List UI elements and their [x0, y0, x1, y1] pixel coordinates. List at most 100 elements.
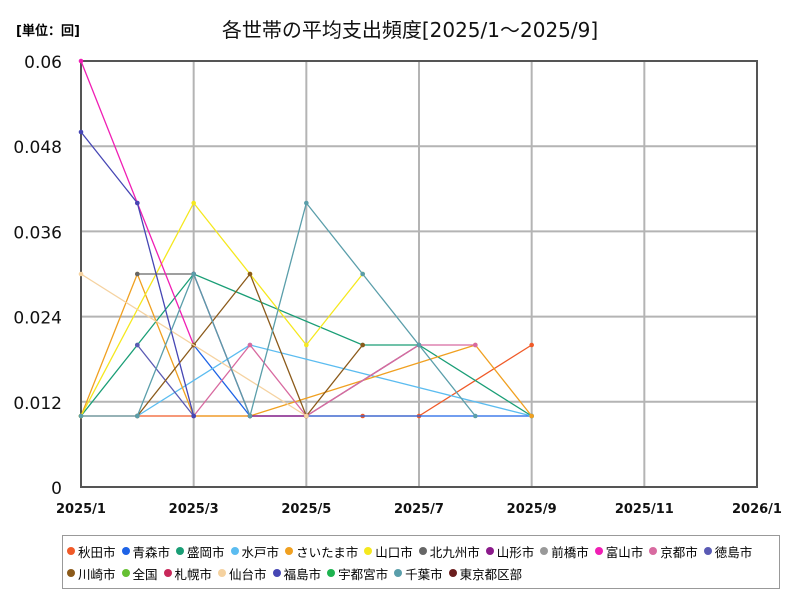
- legend-label: 水戸市: [241, 544, 280, 560]
- data-point: [191, 413, 196, 419]
- x-tick-label: 2025/9: [507, 502, 557, 517]
- legend-label: 仙台市: [229, 566, 267, 582]
- legend-item: 福島市: [272, 562, 322, 584]
- legend-marker-icon: [121, 569, 130, 577]
- data-point: [304, 342, 309, 348]
- legend-item: 山口市: [364, 540, 413, 562]
- legend-item: 前橋市: [540, 540, 589, 562]
- legend-item: 青森市: [121, 540, 171, 562]
- legend-item: 徳島市: [703, 540, 753, 562]
- legend-marker-icon: [218, 569, 227, 577]
- legend-label: 東京都区部: [459, 566, 523, 582]
- data-point: [135, 413, 140, 419]
- legend-label: 盛岡市: [187, 544, 225, 560]
- legend-label: 福島市: [283, 566, 322, 582]
- data-point: [416, 342, 422, 348]
- series-line: [80, 272, 533, 417]
- legend-marker-icon: [272, 569, 281, 577]
- legend-label: 青森市: [132, 544, 171, 560]
- legend-marker-icon: [230, 547, 239, 555]
- legend-item: 全国: [121, 562, 158, 584]
- data-point: [135, 271, 140, 277]
- legend-marker-icon: [594, 547, 603, 555]
- y-tick-label: 0.024: [13, 309, 62, 329]
- x-tick-label: 2025/7: [394, 502, 444, 517]
- data-point: [360, 342, 365, 348]
- legend-item: 仙台市: [218, 562, 267, 584]
- y-tick-label: 0: [51, 479, 62, 499]
- legend-item: 盛岡市: [176, 540, 225, 562]
- legend-item: 京都市: [649, 540, 698, 562]
- legend-item: 秋田市: [67, 540, 116, 562]
- legend-label: 秋田市: [78, 544, 116, 560]
- x-tick-label: 2025/11: [615, 502, 674, 517]
- legend-marker-icon: [485, 547, 494, 555]
- legend-label: 全国: [132, 566, 158, 582]
- x-tick-label: 2026/1: [732, 502, 782, 517]
- legend-marker-icon: [176, 547, 185, 555]
- data-point: [135, 200, 140, 206]
- legend-item: 北九州市: [418, 540, 480, 562]
- data-point: [473, 413, 478, 419]
- legend-item: 東京都区部: [448, 562, 523, 584]
- x-tick-label: 2025/5: [281, 502, 331, 517]
- data-point: [529, 342, 534, 348]
- legend-marker-icon: [364, 547, 373, 555]
- legend-marker-icon: [327, 569, 336, 577]
- legend-item: 山形市: [485, 540, 535, 562]
- legend-label: 京都市: [660, 544, 698, 560]
- legend-label: 山形市: [496, 544, 535, 560]
- y-tick-label: 0.012: [13, 394, 62, 414]
- legend: 秋田市 青森市 盛岡市 水戸市 さいたま市 山口市 北九州市 山形市 前橋市 富山市 京都市 徳島市川…: [62, 535, 780, 589]
- legend-marker-icon: [448, 569, 457, 577]
- y-tick-label: 0.06: [24, 53, 62, 73]
- legend-label: さいたま市: [296, 544, 359, 560]
- data-point: [360, 271, 365, 277]
- data-point: [529, 413, 534, 419]
- x-tick-label: 2025/1: [56, 502, 106, 517]
- data-point: [247, 342, 253, 348]
- legend-label: 北九州市: [429, 544, 480, 560]
- legend-marker-icon: [163, 569, 172, 577]
- y-tick-label: 0.048: [13, 138, 62, 158]
- legend-marker-icon: [394, 569, 403, 577]
- legend-label: 富山市: [605, 544, 644, 560]
- data-point: [135, 342, 140, 348]
- legend-label: 山口市: [375, 544, 413, 560]
- data-point: [304, 413, 309, 419]
- unit-label: [単位：回]: [16, 24, 80, 39]
- data-point: [304, 200, 309, 206]
- legend-item: 富山市: [594, 540, 644, 562]
- data-point: [247, 413, 253, 419]
- data-point: [473, 342, 478, 348]
- legend-item: さいたま市: [285, 540, 358, 562]
- legend-marker-icon: [703, 547, 712, 555]
- legend-marker-icon: [540, 547, 549, 555]
- legend-item: 宇都宮市: [327, 562, 388, 584]
- legend-item: 川崎市: [67, 562, 116, 584]
- legend-label: 前橋市: [551, 544, 589, 560]
- data-point: [78, 58, 84, 64]
- legend-item: 札幌市: [163, 562, 212, 584]
- data-point: [191, 271, 196, 277]
- legend-label: 徳島市: [714, 544, 753, 560]
- legend-item: 千葉市: [394, 562, 443, 584]
- y-tick-label: 0.036: [13, 223, 62, 243]
- legend-marker-icon: [418, 547, 427, 555]
- legend-marker-icon: [67, 569, 75, 577]
- x-tick-label: 2025/3: [169, 502, 219, 517]
- legend-item: 水戸市: [230, 540, 280, 562]
- legend-marker-icon: [285, 547, 294, 555]
- legend-marker-icon: [121, 547, 130, 555]
- chart-title: 各世帯の平均支出頻度[2025/1～2025/9]: [221, 18, 599, 42]
- legend-label: 川崎市: [78, 566, 116, 582]
- data-point: [78, 271, 84, 277]
- series-line: [81, 201, 476, 419]
- legend-label: 宇都宮市: [338, 566, 389, 582]
- legend-marker-icon: [649, 547, 658, 555]
- legend-marker-icon: [67, 547, 75, 555]
- legend-label: 千葉市: [405, 566, 443, 582]
- series-line: [80, 273, 307, 417]
- data-point: [78, 129, 84, 135]
